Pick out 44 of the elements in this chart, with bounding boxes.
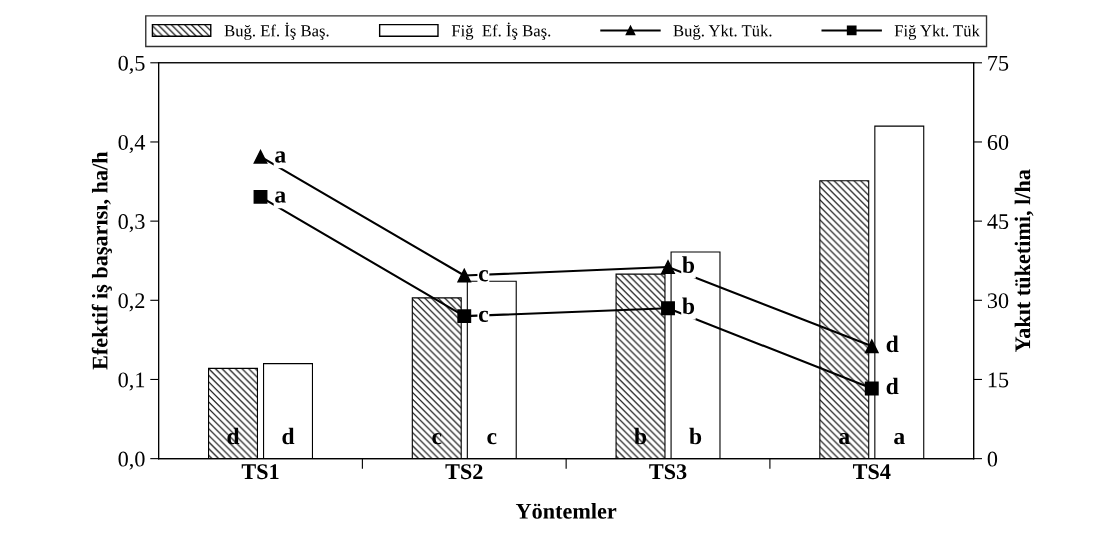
y2-tick-label: 60 bbox=[987, 134, 1009, 150]
legend-label: Buğ. Ef. İş Baş. bbox=[224, 22, 329, 40]
x-tick-label: TS1 bbox=[241, 464, 279, 480]
point bbox=[253, 149, 268, 164]
y-tick-label: 0,1 bbox=[118, 372, 145, 391]
x-tick-label: TS4 bbox=[852, 464, 891, 480]
data-label: d bbox=[886, 377, 899, 395]
y-tick-label: 0,0 bbox=[118, 451, 145, 470]
y2-tick-label: 30 bbox=[987, 293, 1009, 309]
data-label: a bbox=[275, 151, 286, 163]
y-tick-label: 0,2 bbox=[118, 293, 145, 312]
y-tick-label: 0,5 bbox=[118, 55, 145, 74]
y2-tick-label: 75 bbox=[988, 55, 1009, 71]
x-axis-title: Yöntemler bbox=[515, 503, 617, 519]
data-label: b bbox=[682, 256, 695, 273]
data-label: d bbox=[886, 335, 899, 353]
y2-tick-label: 45 bbox=[987, 214, 1009, 230]
x-tick-label: TS3 bbox=[649, 464, 687, 480]
y2-axis-title: Yakıt tüketimi, l/ha bbox=[1014, 169, 1034, 352]
point bbox=[457, 268, 472, 283]
data-label: b bbox=[682, 297, 695, 315]
y-tick-label: 0,4 bbox=[118, 134, 146, 154]
x-tick-label: TS2 bbox=[445, 464, 483, 480]
data-label: c bbox=[487, 432, 497, 445]
point bbox=[661, 301, 675, 316]
data-label: c bbox=[478, 310, 489, 323]
legend-label: Fiğ Ef. İş Baş. bbox=[451, 22, 551, 40]
point bbox=[864, 381, 879, 396]
data-label: a bbox=[839, 433, 850, 445]
point bbox=[864, 339, 879, 354]
data-label: b bbox=[689, 427, 702, 445]
data-label: d bbox=[282, 427, 295, 445]
y-tick-label: 0,3 bbox=[118, 214, 145, 233]
point bbox=[661, 260, 675, 274]
data-label: a bbox=[275, 191, 286, 203]
legend-label: Fiğ Ykt. Tük bbox=[894, 24, 980, 40]
point bbox=[457, 309, 472, 324]
legend-label: Buğ. Ykt. Tük. bbox=[673, 24, 772, 40]
y2-tick-label: 0 bbox=[987, 451, 998, 467]
y2-tick-label: 15 bbox=[988, 372, 1009, 388]
data-label: c bbox=[478, 270, 489, 282]
point bbox=[253, 189, 268, 204]
data-label: a bbox=[894, 433, 905, 445]
y-axis-title: Efektif iş başarısı, ha/h bbox=[91, 151, 112, 370]
